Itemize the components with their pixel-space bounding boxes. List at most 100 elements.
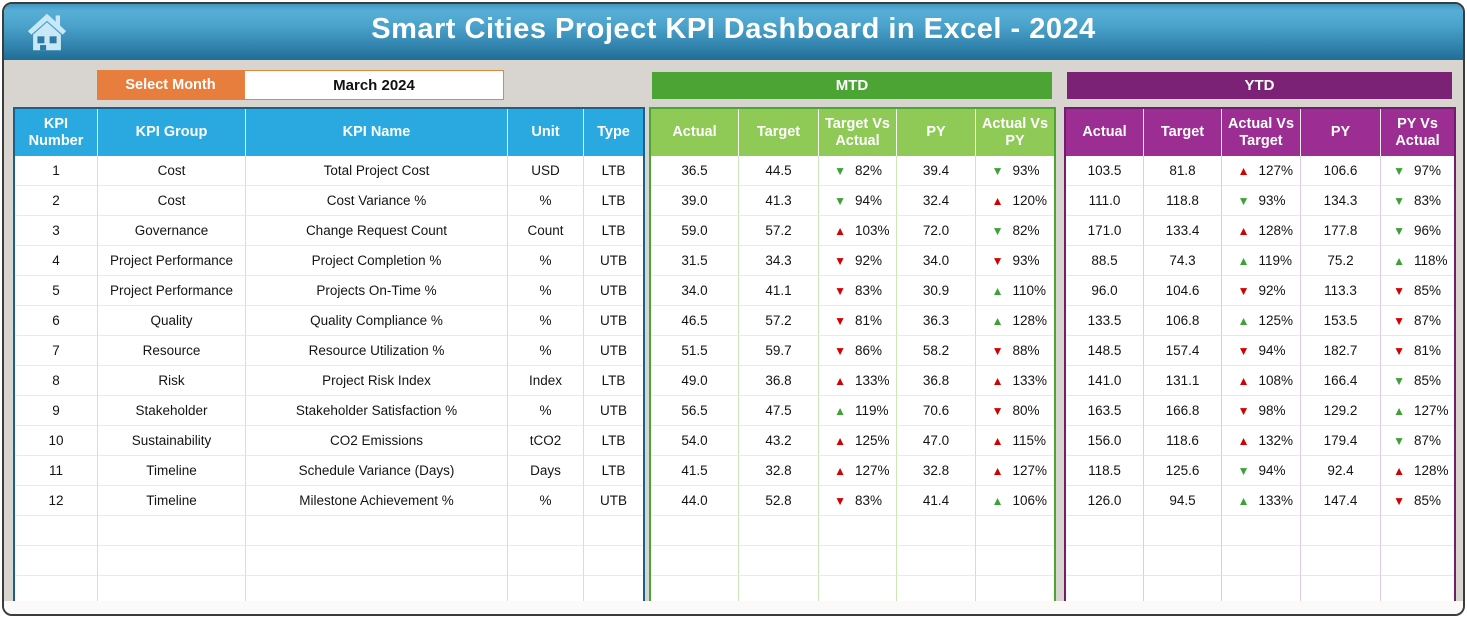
variance-cell[interactable]: ▲ 103% [819, 216, 897, 246]
value-cell[interactable]: 94.5 [1144, 486, 1222, 516]
value-cell[interactable]: 166.4 [1301, 366, 1381, 396]
variance-cell[interactable]: ▼ 85% [1381, 486, 1454, 516]
variance-cell[interactable]: ▲ 119% [819, 396, 897, 426]
value-cell[interactable]: 32.8 [739, 456, 819, 486]
value-cell[interactable]: 41.4 [897, 486, 976, 516]
variance-cell[interactable]: ▼ 83% [1381, 186, 1454, 216]
value-cell[interactable]: 49.0 [651, 366, 739, 396]
value-cell[interactable]: 41.1 [739, 276, 819, 306]
variance-cell[interactable]: ▼ 87% [1381, 306, 1454, 336]
variance-cell[interactable]: ▼ 97% [1381, 156, 1454, 186]
empty-cell[interactable] [976, 516, 1054, 546]
value-cell[interactable]: Change Request Count [246, 216, 508, 246]
value-cell[interactable]: % [508, 306, 584, 336]
empty-cell[interactable] [651, 546, 739, 576]
value-cell[interactable]: 4 [15, 246, 98, 276]
empty-cell[interactable] [819, 546, 897, 576]
empty-cell[interactable] [819, 516, 897, 546]
value-cell[interactable]: 125.6 [1144, 456, 1222, 486]
value-cell[interactable]: 103.5 [1066, 156, 1144, 186]
value-cell[interactable]: 36.3 [897, 306, 976, 336]
value-cell[interactable]: 70.6 [897, 396, 976, 426]
variance-cell[interactable]: ▲ 128% [1381, 456, 1454, 486]
value-cell[interactable]: 133.5 [1066, 306, 1144, 336]
variance-cell[interactable]: ▼ 88% [976, 336, 1054, 366]
variance-cell[interactable]: ▼ 86% [819, 336, 897, 366]
variance-cell[interactable]: ▲ 127% [976, 456, 1054, 486]
variance-cell[interactable]: ▲ 133% [976, 366, 1054, 396]
empty-cell[interactable] [1222, 516, 1301, 546]
value-cell[interactable]: Project Performance [98, 246, 246, 276]
variance-cell[interactable]: ▲ 127% [1381, 396, 1454, 426]
value-cell[interactable]: 81.8 [1144, 156, 1222, 186]
value-cell[interactable]: Index [508, 366, 584, 396]
value-cell[interactable]: % [508, 246, 584, 276]
value-cell[interactable]: 41.3 [739, 186, 819, 216]
value-cell[interactable]: Milestone Achievement % [246, 486, 508, 516]
variance-cell[interactable]: ▼ 81% [1381, 336, 1454, 366]
value-cell[interactable]: 92.4 [1301, 456, 1381, 486]
empty-cell[interactable] [1301, 546, 1381, 576]
value-cell[interactable]: 34.3 [739, 246, 819, 276]
value-cell[interactable]: UTB [584, 486, 643, 516]
value-cell[interactable]: Stakeholder [98, 396, 246, 426]
value-cell[interactable]: 41.5 [651, 456, 739, 486]
empty-cell[interactable] [508, 516, 584, 546]
value-cell[interactable]: Risk [98, 366, 246, 396]
variance-cell[interactable]: ▲ 106% [976, 486, 1054, 516]
variance-cell[interactable]: ▲ 132% [1222, 426, 1301, 456]
value-cell[interactable]: 134.3 [1301, 186, 1381, 216]
variance-cell[interactable]: ▼ 92% [1222, 276, 1301, 306]
value-cell[interactable]: Days [508, 456, 584, 486]
value-cell[interactable]: 163.5 [1066, 396, 1144, 426]
empty-cell[interactable] [1144, 516, 1222, 546]
empty-cell[interactable] [897, 516, 976, 546]
value-cell[interactable]: 59.0 [651, 216, 739, 246]
value-cell[interactable]: 133.4 [1144, 216, 1222, 246]
empty-cell[interactable] [976, 546, 1054, 576]
value-cell[interactable]: 96.0 [1066, 276, 1144, 306]
empty-cell[interactable] [739, 516, 819, 546]
value-cell[interactable]: % [508, 396, 584, 426]
value-cell[interactable]: Quality Compliance % [246, 306, 508, 336]
variance-cell[interactable]: ▲ 119% [1222, 246, 1301, 276]
value-cell[interactable]: UTB [584, 396, 643, 426]
variance-cell[interactable]: ▼ 94% [1222, 456, 1301, 486]
value-cell[interactable]: 8 [15, 366, 98, 396]
value-cell[interactable]: 52.8 [739, 486, 819, 516]
value-cell[interactable]: 118.5 [1066, 456, 1144, 486]
value-cell[interactable]: 129.2 [1301, 396, 1381, 426]
value-cell[interactable]: UTB [584, 276, 643, 306]
value-cell[interactable]: Cost [98, 156, 246, 186]
variance-cell[interactable]: ▲ 128% [1222, 216, 1301, 246]
value-cell[interactable]: 54.0 [651, 426, 739, 456]
value-cell[interactable]: 106.8 [1144, 306, 1222, 336]
variance-cell[interactable]: ▼ 80% [976, 396, 1054, 426]
variance-cell[interactable]: ▼ 94% [819, 186, 897, 216]
variance-cell[interactable]: ▲ 127% [819, 456, 897, 486]
value-cell[interactable]: 113.3 [1301, 276, 1381, 306]
variance-cell[interactable]: ▼ 93% [976, 246, 1054, 276]
value-cell[interactable]: Resource Utilization % [246, 336, 508, 366]
value-cell[interactable]: 57.2 [739, 216, 819, 246]
value-cell[interactable]: Stakeholder Satisfaction % [246, 396, 508, 426]
empty-cell[interactable] [584, 516, 643, 546]
empty-cell[interactable] [15, 516, 98, 546]
value-cell[interactable]: Governance [98, 216, 246, 246]
value-cell[interactable]: 56.5 [651, 396, 739, 426]
variance-cell[interactable]: ▲ 115% [976, 426, 1054, 456]
value-cell[interactable]: 47.5 [739, 396, 819, 426]
value-cell[interactable]: LTB [584, 216, 643, 246]
value-cell[interactable]: 1 [15, 156, 98, 186]
variance-cell[interactable]: ▼ 96% [1381, 216, 1454, 246]
value-cell[interactable]: 2 [15, 186, 98, 216]
value-cell[interactable]: 43.2 [739, 426, 819, 456]
value-cell[interactable]: Schedule Variance (Days) [246, 456, 508, 486]
value-cell[interactable]: 166.8 [1144, 396, 1222, 426]
empty-cell[interactable] [15, 546, 98, 576]
value-cell[interactable]: % [508, 186, 584, 216]
value-cell[interactable]: LTB [584, 156, 643, 186]
variance-cell[interactable]: ▲ 120% [976, 186, 1054, 216]
value-cell[interactable]: 104.6 [1144, 276, 1222, 306]
variance-cell[interactable]: ▼ 87% [1381, 426, 1454, 456]
